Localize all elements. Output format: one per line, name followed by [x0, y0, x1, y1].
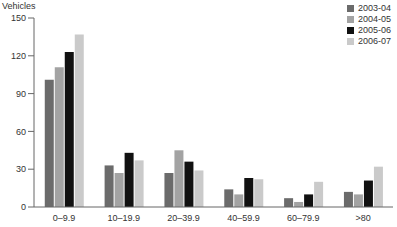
svg-text:>80: >80: [355, 213, 370, 223]
svg-text:0: 0: [21, 202, 26, 212]
svg-text:0–9.9: 0–9.9: [53, 213, 76, 223]
svg-text:10–19.9: 10–19.9: [107, 213, 140, 223]
html-text:2004-05: 2004-05: [358, 14, 391, 24]
html-text:Vehicles: Vehicles: [2, 1, 36, 11]
svg-text:40–59.9: 40–59.9: [227, 213, 260, 223]
html-text:2006-07: 2006-07: [358, 36, 391, 46]
svg-text:20–39.9: 20–39.9: [167, 213, 200, 223]
svg-text:150: 150: [11, 13, 26, 23]
svg-text:120: 120: [11, 51, 26, 61]
svg-text:60–79.9: 60–79.9: [287, 213, 320, 223]
svg-text:90: 90: [16, 89, 26, 99]
svg-text:60: 60: [16, 127, 26, 137]
html-text:2005-06: 2005-06: [358, 25, 391, 35]
html-text:2003-04: 2003-04: [358, 3, 391, 13]
svg-text:30: 30: [16, 164, 26, 174]
